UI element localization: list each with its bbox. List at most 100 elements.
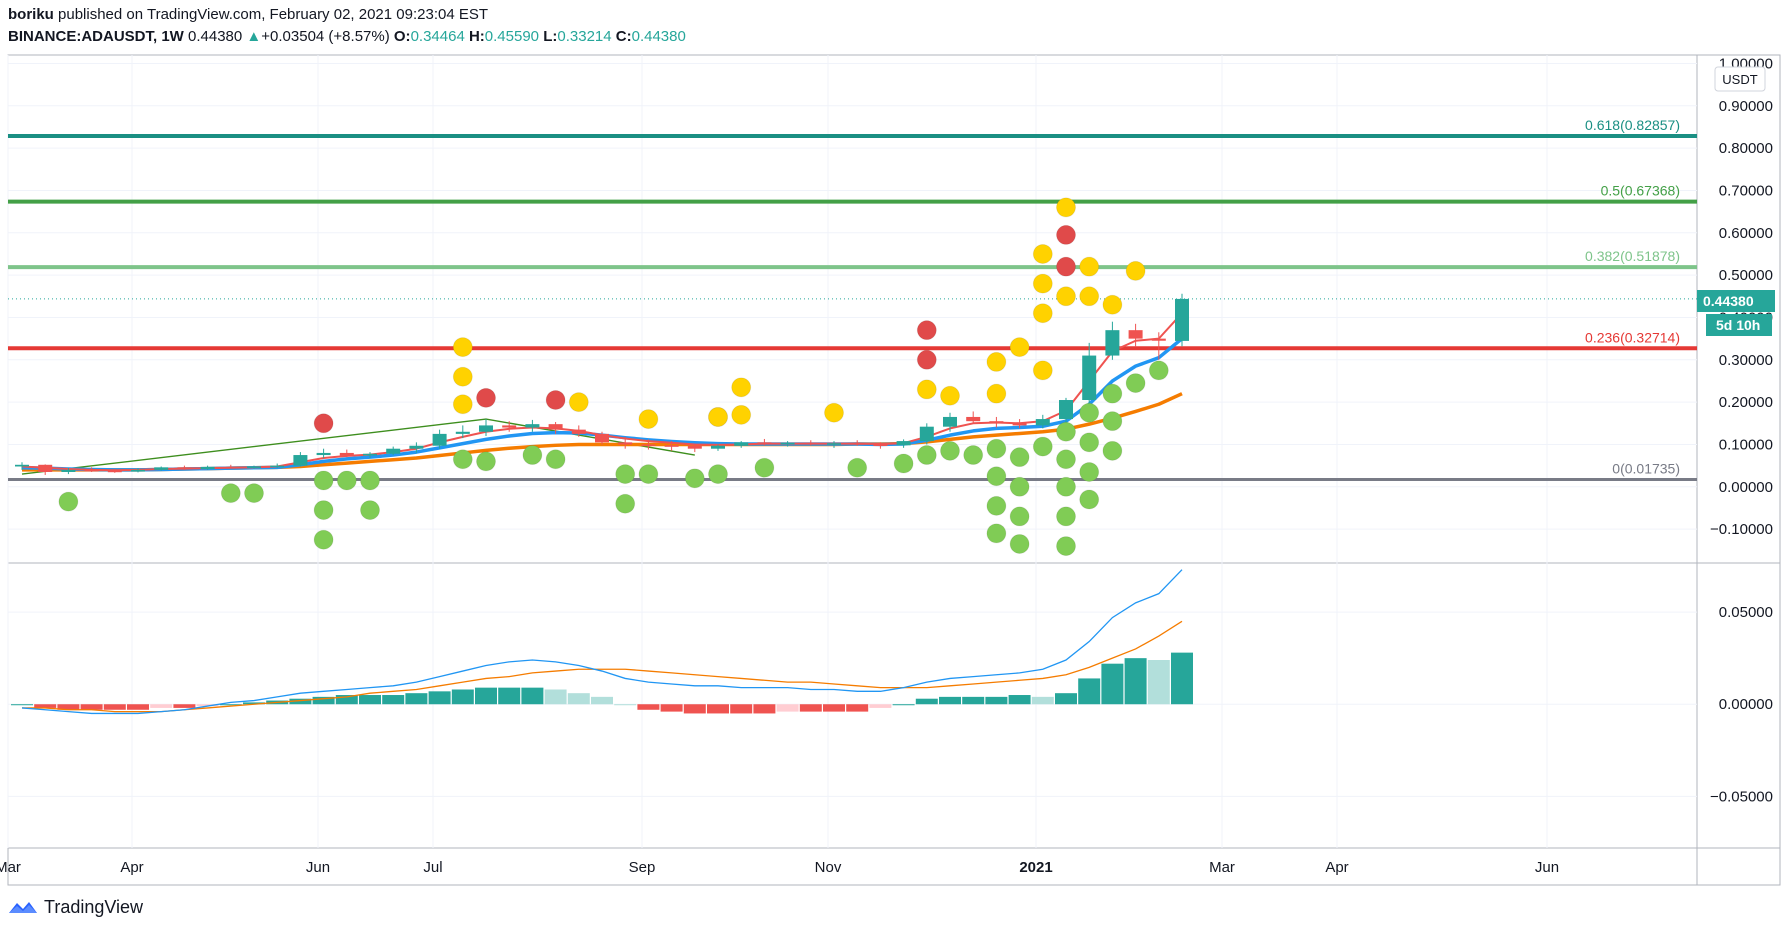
signal-dot-green [940,440,960,461]
fib-label: 0.5(0.67368) [1601,183,1680,199]
countdown-badge-box [1706,314,1772,336]
signal-dot-green [360,500,380,521]
candle-body [943,416,957,427]
axis-badges: USDT 0.44380 5d 10h [1697,66,1775,336]
macd-histogram-bar [915,698,938,705]
candle-body [757,442,772,444]
time-tick-label: Nov [815,859,842,876]
symbol-name[interactable]: BINANCE:ADAUSDT [8,28,153,45]
signal-dot-yellow [1102,294,1123,315]
publish-info: boriku published on TradingView.com, Feb… [8,6,488,24]
close-label: C: [615,28,632,45]
signal-dot-yellow [916,379,937,400]
candle-body [1059,400,1073,420]
candle-body [687,445,702,449]
signal-dot-red [916,349,937,370]
signal-dot-green [1079,402,1100,423]
signal-dot-yellow [1079,256,1100,277]
macd-histogram-bar [475,687,497,705]
time-tick-label: Jun [1535,859,1559,876]
moving-averages [21,312,1184,472]
macd-histogram-bar [103,704,126,710]
tradingview-footer[interactable]: TradingView [8,897,143,918]
macd-histogram-bar [637,704,660,710]
signal-dot-green [313,470,334,491]
fib-label: 0.382(0.51878) [1585,248,1680,264]
signal-dot-yellow [1032,243,1053,264]
candle-body [84,469,99,472]
interval-label[interactable]: 1W [161,28,184,45]
candle-body [38,464,53,472]
signal-dot-yellow [1032,360,1053,381]
signal-dot-yellow [452,366,473,387]
signal-dot-yellow [1125,260,1146,281]
macd-histogram-bar [707,704,729,714]
signal-dot-red [476,387,496,408]
macd-histogram-bar [1078,678,1101,705]
chart-frame [7,54,1781,886]
signal-dot-green [1148,360,1169,381]
candle-body [525,424,540,428]
signal-dot-green [615,464,636,485]
candle-body [15,464,29,467]
tradingview-logo-icon [9,901,37,913]
last-price: 0.44380 [188,28,243,45]
signal-dot-green [893,453,914,474]
signal-dot-yellow [1079,286,1100,307]
price-tick-label: 0.90000 [1719,98,1773,115]
signal-dot-green [220,483,241,504]
ma-fast-line [21,312,1183,472]
signal-dot-yellow [1009,337,1030,358]
price-badge-box [1697,290,1775,312]
macd-histogram-bar [776,704,799,712]
low-label: L: [543,28,558,45]
macd-histogram-bar [730,704,753,714]
fibonacci-retracement: 0.618(0.82857) 0.5(0.67368) 0.382(0.51878)… [8,117,1697,481]
signal-dot-green [244,483,264,504]
price-tick-label: 0.30000 [1719,352,1773,369]
signal-dot-red [545,390,566,411]
macd-histogram-bar [57,704,80,710]
signal-dot-green [1079,432,1100,453]
macd-histogram-bar [219,704,242,706]
candle-body [386,448,401,454]
signal-dot-green [754,457,775,478]
signal-dot-green [986,495,1007,516]
time-tick-label: Apr [120,859,143,876]
candle-body [850,443,865,445]
candle-body [571,429,586,434]
signal-dot-green [1056,476,1076,497]
candle-body [1175,298,1189,341]
macd-histogram-bar [150,704,173,708]
candle-body [200,466,215,470]
macd-histogram-bar [544,689,567,705]
signal-dot-green [986,438,1007,459]
fib-label: 0.618(0.82857) [1585,117,1680,133]
macd-histogram-bar [962,696,985,705]
macd-histogram-bar [1031,696,1054,705]
trendline [21,418,695,475]
signal-dot-green [313,500,334,521]
price-tick-label: 0.80000 [1719,140,1773,157]
price-tick-label: 0.60000 [1719,225,1773,242]
author-name[interactable]: boriku [8,6,54,23]
candle-body [966,416,981,422]
signal-dot-yellow [1032,273,1053,294]
currency-badge[interactable]: USDT [1722,72,1757,87]
price-tick-label: 0.10000 [1719,436,1773,453]
candle-body [293,455,308,466]
candle-body [479,425,493,432]
macd-histogram-bar [11,704,33,706]
candle-body [664,445,679,447]
fib-label: 0(0.01735) [1612,460,1680,476]
macd-line [21,569,1183,715]
macd-signal-line [22,620,1183,713]
price-tick-label: −0.10000 [1710,521,1773,538]
signal-dot-green [615,493,636,514]
signal-dot-green [1102,440,1123,461]
signal-dot-green [1079,489,1100,510]
close-value: 0.44380 [631,28,686,45]
signal-dot-green [1032,436,1053,457]
signal-dot-green [1009,506,1030,527]
